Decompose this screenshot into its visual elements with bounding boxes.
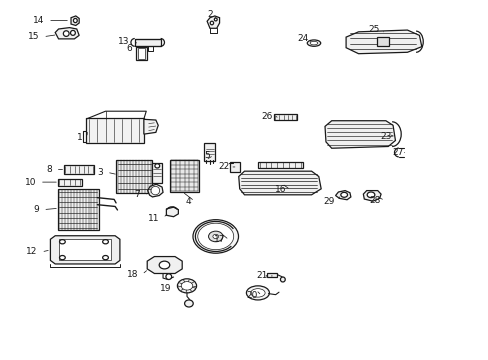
Ellipse shape xyxy=(208,231,223,242)
Text: 20: 20 xyxy=(246,291,257,300)
Text: 8: 8 xyxy=(46,165,52,174)
Ellipse shape xyxy=(60,256,65,260)
Text: 5: 5 xyxy=(204,151,209,160)
Bar xyxy=(58,189,99,230)
Ellipse shape xyxy=(184,300,193,307)
Ellipse shape xyxy=(177,279,196,293)
Bar xyxy=(274,114,297,120)
Ellipse shape xyxy=(159,261,169,269)
Bar xyxy=(116,160,152,193)
Text: 9: 9 xyxy=(34,205,40,214)
Ellipse shape xyxy=(181,282,192,290)
Ellipse shape xyxy=(366,192,374,198)
Polygon shape xyxy=(335,190,350,200)
Text: 1: 1 xyxy=(77,133,83,142)
Ellipse shape xyxy=(165,274,171,279)
Bar xyxy=(59,239,111,260)
Bar xyxy=(136,47,146,60)
Text: 12: 12 xyxy=(26,247,38,256)
Text: 24: 24 xyxy=(296,34,307,43)
Bar xyxy=(58,179,81,186)
Ellipse shape xyxy=(102,240,108,244)
Ellipse shape xyxy=(280,277,285,282)
Text: 16: 16 xyxy=(275,185,286,194)
Text: 10: 10 xyxy=(24,177,36,186)
Text: 4: 4 xyxy=(185,197,190,206)
Polygon shape xyxy=(143,119,158,134)
Polygon shape xyxy=(166,207,178,217)
Bar xyxy=(266,273,276,277)
Text: 19: 19 xyxy=(160,284,171,293)
Ellipse shape xyxy=(155,164,160,168)
Ellipse shape xyxy=(151,186,160,195)
Text: 27: 27 xyxy=(391,148,403,157)
Bar xyxy=(86,118,143,143)
Ellipse shape xyxy=(60,240,65,244)
Text: 21: 21 xyxy=(256,271,267,280)
Text: 17: 17 xyxy=(213,235,225,244)
Text: 15: 15 xyxy=(28,32,40,41)
Bar xyxy=(169,160,199,192)
Text: 13: 13 xyxy=(118,37,129,46)
Ellipse shape xyxy=(73,18,77,23)
Ellipse shape xyxy=(309,41,317,45)
Bar xyxy=(204,143,214,161)
Polygon shape xyxy=(207,16,219,28)
Text: 23: 23 xyxy=(380,132,391,141)
Text: 11: 11 xyxy=(147,213,159,222)
Ellipse shape xyxy=(70,30,75,35)
Bar xyxy=(134,39,161,46)
Polygon shape xyxy=(71,16,79,26)
Text: 6: 6 xyxy=(126,44,132,53)
Text: 14: 14 xyxy=(33,16,44,25)
Ellipse shape xyxy=(250,289,264,297)
Polygon shape xyxy=(55,28,79,39)
Ellipse shape xyxy=(102,256,108,260)
Text: 2: 2 xyxy=(207,10,213,19)
Ellipse shape xyxy=(63,31,69,36)
Ellipse shape xyxy=(210,21,213,25)
Polygon shape xyxy=(325,121,395,148)
Text: 25: 25 xyxy=(368,24,379,33)
Polygon shape xyxy=(346,30,421,54)
Ellipse shape xyxy=(340,192,347,197)
Text: 18: 18 xyxy=(126,270,138,279)
Polygon shape xyxy=(147,257,182,274)
Ellipse shape xyxy=(246,286,269,300)
Text: 28: 28 xyxy=(369,196,380,205)
Text: 3: 3 xyxy=(97,168,103,177)
Polygon shape xyxy=(147,184,163,197)
Ellipse shape xyxy=(306,40,320,46)
Polygon shape xyxy=(238,171,321,195)
Ellipse shape xyxy=(197,223,233,250)
Text: 26: 26 xyxy=(261,112,272,121)
Ellipse shape xyxy=(193,220,238,253)
Bar xyxy=(257,162,303,168)
Bar xyxy=(377,37,388,46)
Bar xyxy=(229,162,240,171)
Text: 29: 29 xyxy=(323,197,334,206)
Ellipse shape xyxy=(212,234,218,239)
Bar xyxy=(64,165,94,174)
Text: 7: 7 xyxy=(134,190,140,199)
Bar xyxy=(137,48,145,59)
Bar xyxy=(152,163,162,183)
Ellipse shape xyxy=(214,18,217,21)
Text: 22: 22 xyxy=(218,162,229,171)
Polygon shape xyxy=(50,236,120,264)
Polygon shape xyxy=(363,190,380,201)
